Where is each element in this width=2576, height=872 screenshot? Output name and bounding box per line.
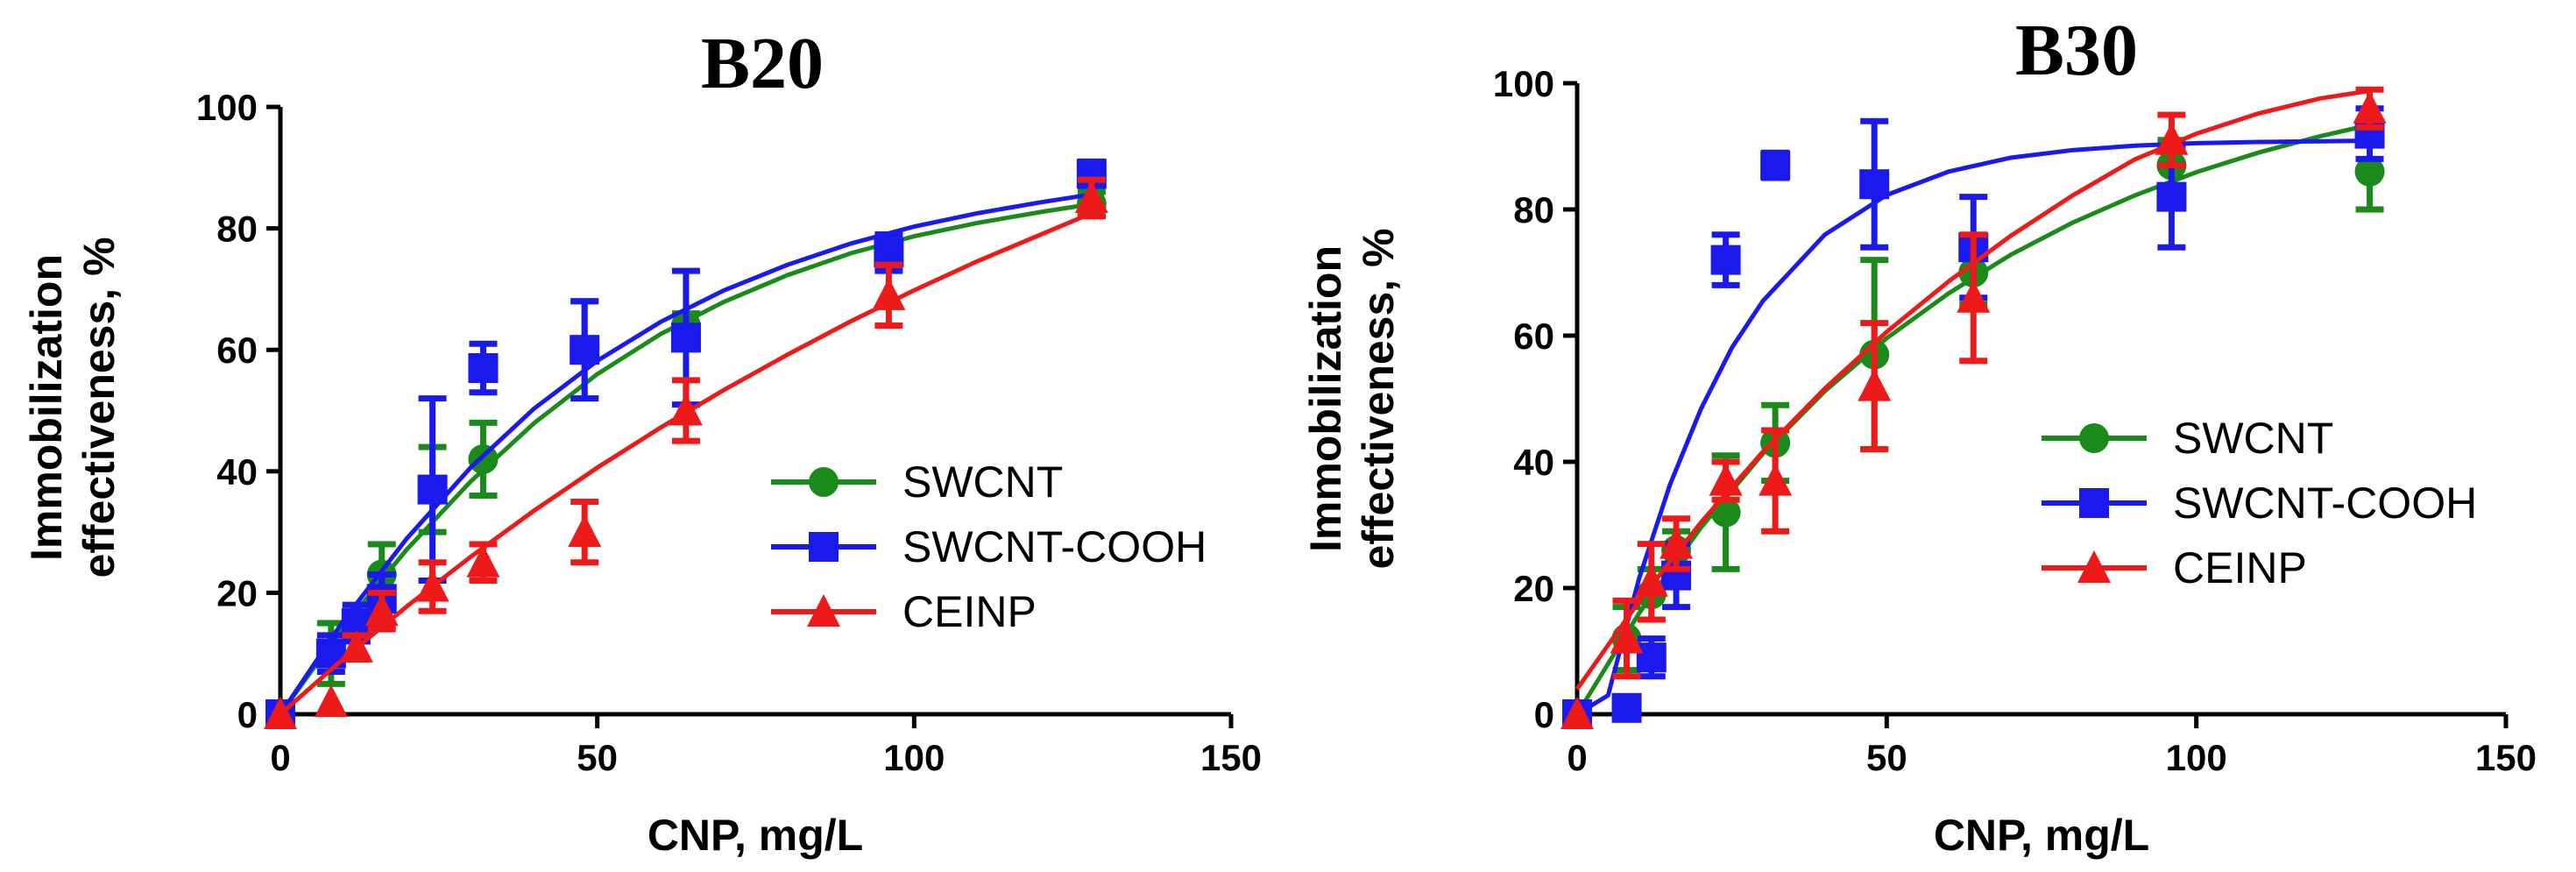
data-point <box>1858 368 1892 401</box>
x-tick-label: 100 <box>2166 737 2227 778</box>
x-tick-label: 50 <box>1866 737 1907 778</box>
legend-item-swcnt-cooh: SWCNT-COOH <box>2042 479 2477 528</box>
fit-curve <box>278 192 1093 716</box>
chart-b30: B30 0 20 40 60 80 100 0 50 100 150 CNP, mg/L Immobil… <box>1301 10 2537 860</box>
y-tick-label: 60 <box>216 330 258 371</box>
data-point <box>2353 90 2387 124</box>
chart-b20: B20 0 20 40 60 80 100 0 50 100 150 CNP, mg/L Immobil… <box>22 23 1262 860</box>
y-tick-label: 20 <box>1513 568 1554 609</box>
x-tick-label: 0 <box>270 737 290 778</box>
data-point <box>1610 620 1644 654</box>
legend-item-swcnt-cooh: SWCNT-COOH <box>771 522 1207 571</box>
data-point <box>1709 463 1743 496</box>
y-axis-label-line1: Immobilization <box>22 254 71 561</box>
legend-item-ceinp: CEINP <box>2042 543 2307 592</box>
data-point <box>415 569 449 602</box>
data-point <box>669 393 703 426</box>
series-ceinp <box>1560 86 2387 729</box>
legend-item-ceinp: CEINP <box>771 587 1037 636</box>
legend-marker <box>2079 488 2109 518</box>
data-point <box>1759 463 1793 496</box>
y-axis-label-line2: effectiveness, % <box>74 237 124 578</box>
data-point <box>1859 169 1890 200</box>
data-point <box>670 323 701 353</box>
y-tick-label: 40 <box>216 451 258 493</box>
data-point <box>570 335 600 365</box>
legend-label: CEINP <box>2173 543 2307 592</box>
x-axis-label: CNP, mg/L <box>648 811 863 860</box>
y-axis-label-line1: Immobilization <box>1301 245 1350 552</box>
data-point <box>315 638 346 669</box>
data-point <box>1660 526 1694 559</box>
data-point <box>468 352 499 383</box>
series-ceinp <box>264 176 1108 729</box>
chart-title: B30 <box>2015 10 2138 91</box>
y-tick-label: 100 <box>196 87 258 128</box>
data-point <box>1760 150 1791 181</box>
y-tick-label: 20 <box>216 572 258 613</box>
data-point <box>2156 181 2187 212</box>
y-tick-label: 60 <box>1513 315 1554 357</box>
y-tick-label: 0 <box>1534 694 1554 735</box>
data-point <box>1636 642 1667 673</box>
y-tick-label: 80 <box>1513 189 1554 230</box>
data-point <box>1560 697 1594 729</box>
data-point <box>264 697 297 729</box>
legend-marker <box>809 532 839 562</box>
legend-marker <box>2077 550 2111 583</box>
legend-label: SWCNT <box>2173 414 2333 463</box>
data-point <box>2354 156 2385 187</box>
y-axis-label-line2: effectiveness, % <box>1354 228 1403 569</box>
x-axis-label: CNP, mg/L <box>1934 811 2149 860</box>
y-tick-label: 0 <box>237 694 258 735</box>
x-tick-label: 150 <box>1200 737 1262 778</box>
data-point <box>1634 564 1668 597</box>
data-point <box>1957 280 1991 313</box>
y-tick-label: 40 <box>1513 442 1554 483</box>
legend-label: SWCNT-COOH <box>902 522 1207 571</box>
x-tick-label: 50 <box>577 737 618 778</box>
data-point <box>417 474 448 505</box>
data-point <box>364 593 399 627</box>
legend-item-swcnt: SWCNT <box>771 457 1063 507</box>
data-point <box>1710 245 1741 275</box>
data-point <box>2155 122 2189 155</box>
x-tick-label: 0 <box>1567 737 1587 778</box>
fit-curve <box>1575 89 2370 691</box>
legend-marker <box>807 594 840 627</box>
legend-marker <box>2079 423 2109 453</box>
data-point <box>466 544 500 578</box>
y-tick-label: 80 <box>216 209 258 250</box>
legend-marker <box>809 467 839 497</box>
data-point <box>568 514 602 548</box>
x-tick-label: 150 <box>2475 737 2537 778</box>
legend-label: CEINP <box>902 587 1037 636</box>
data-point <box>339 629 373 663</box>
legend-label: SWCNT <box>902 457 1063 507</box>
data-point <box>314 684 348 718</box>
data-point <box>1074 180 1108 213</box>
x-tick-label: 100 <box>883 737 945 778</box>
legend-label: SWCNT-COOH <box>2173 479 2477 528</box>
data-point <box>1611 692 1642 723</box>
chart-panel-b30: B30 0 20 40 60 80 100 0 50 100 150 CNP, mg/L Immobil… <box>1288 0 2576 872</box>
data-point <box>872 277 906 310</box>
chart-title: B20 <box>701 23 824 104</box>
chart-panel-b20: B20 0 20 40 60 80 100 0 50 100 150 CNP, mg/L Immobil… <box>22 23 1262 860</box>
y-tick-label: 100 <box>1493 63 1554 104</box>
legend-item-swcnt: SWCNT <box>2042 414 2333 463</box>
